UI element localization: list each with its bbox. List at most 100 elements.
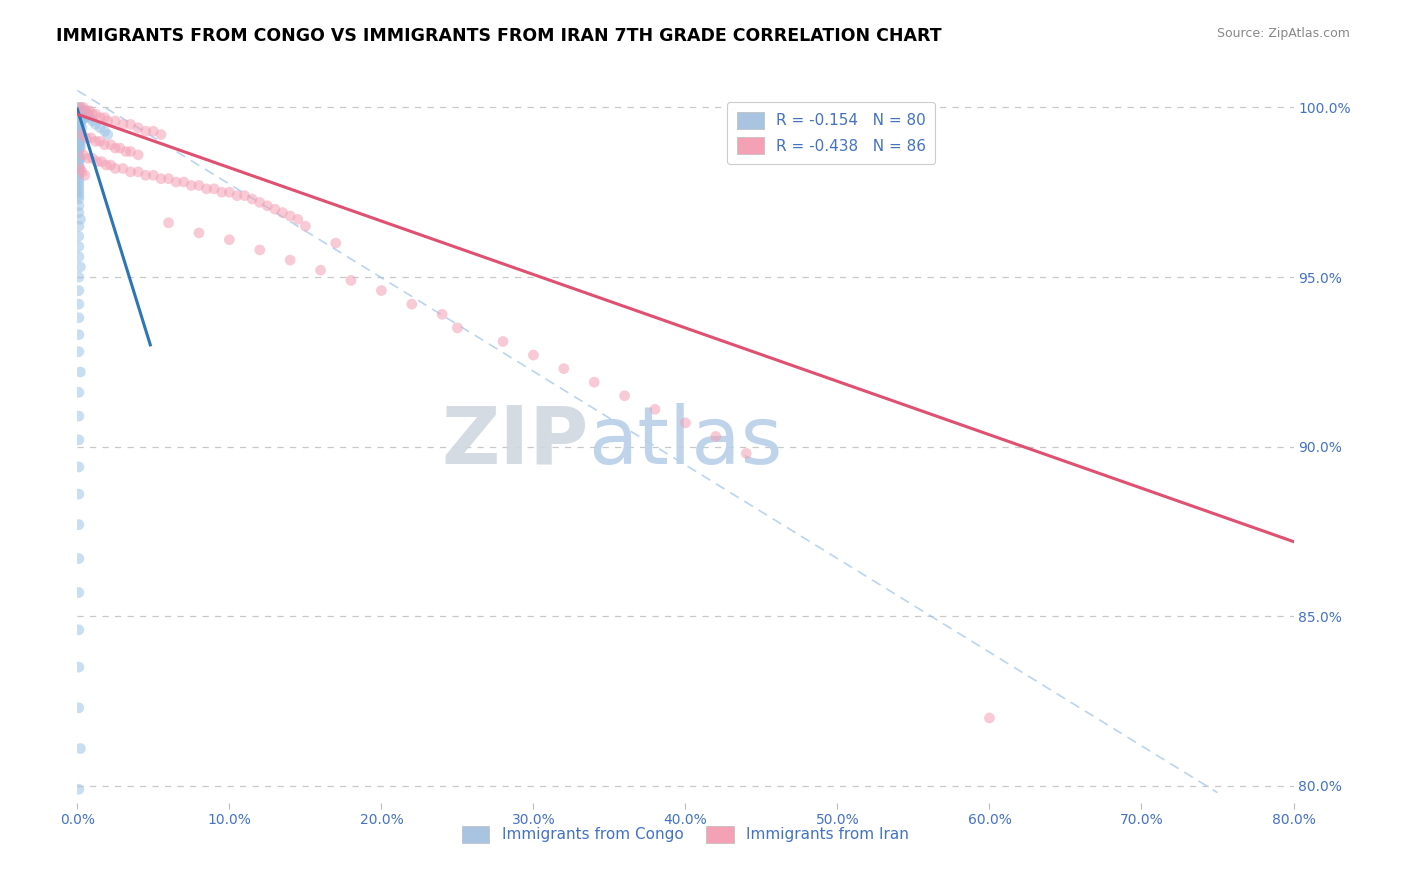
- Point: [67, 188, 90, 202]
- Point: [233, 188, 256, 202]
- Point: [69, 151, 91, 165]
- Point: [67, 327, 90, 342]
- Point: [294, 219, 316, 234]
- Point: [278, 209, 301, 223]
- Point: [69, 137, 91, 152]
- Point: [249, 195, 271, 210]
- Point: [104, 161, 127, 176]
- Point: [79, 103, 101, 118]
- Point: [278, 253, 301, 268]
- Point: [67, 131, 90, 145]
- Point: [67, 158, 90, 172]
- Point: [522, 348, 544, 362]
- Point: [446, 321, 468, 335]
- Point: [67, 344, 90, 359]
- Point: [69, 128, 91, 142]
- Point: [135, 168, 157, 182]
- Point: [75, 103, 97, 118]
- Point: [67, 385, 90, 400]
- Point: [979, 711, 1001, 725]
- Point: [67, 185, 90, 199]
- Point: [73, 111, 96, 125]
- Point: [67, 284, 90, 298]
- Point: [75, 131, 97, 145]
- Point: [120, 117, 142, 131]
- Point: [67, 551, 90, 566]
- Point: [77, 151, 100, 165]
- Point: [67, 178, 90, 193]
- Point: [704, 429, 727, 443]
- Point: [218, 233, 240, 247]
- Point: [82, 114, 104, 128]
- Point: [72, 103, 94, 118]
- Point: [67, 120, 90, 135]
- Point: [256, 199, 278, 213]
- Point: [218, 185, 240, 199]
- Point: [67, 782, 90, 797]
- Point: [104, 141, 127, 155]
- Point: [80, 131, 103, 145]
- Point: [69, 114, 91, 128]
- Point: [69, 124, 91, 138]
- Point: [100, 137, 122, 152]
- Point: [188, 226, 211, 240]
- Point: [67, 192, 90, 206]
- Point: [90, 154, 112, 169]
- Point: [67, 100, 90, 114]
- Point: [67, 205, 90, 219]
- Point: [195, 182, 218, 196]
- Point: [84, 134, 107, 148]
- Point: [120, 145, 142, 159]
- Point: [79, 111, 101, 125]
- Point: [67, 270, 90, 285]
- Point: [67, 250, 90, 264]
- Point: [67, 145, 90, 159]
- Point: [72, 100, 94, 114]
- Point: [104, 114, 127, 128]
- Point: [67, 701, 90, 715]
- Point: [135, 124, 157, 138]
- Point: [271, 205, 294, 219]
- Point: [72, 148, 94, 162]
- Point: [67, 229, 90, 244]
- Point: [70, 114, 93, 128]
- Point: [188, 178, 211, 193]
- Point: [157, 171, 180, 186]
- Point: [67, 517, 90, 532]
- Point: [226, 188, 249, 202]
- Point: [157, 216, 180, 230]
- Text: Source: ZipAtlas.com: Source: ZipAtlas.com: [1216, 27, 1350, 40]
- Point: [67, 168, 90, 182]
- Point: [67, 175, 90, 189]
- Point: [173, 175, 195, 189]
- Point: [69, 365, 91, 379]
- Point: [89, 120, 111, 135]
- Point: [67, 310, 90, 325]
- Point: [115, 145, 138, 159]
- Point: [97, 114, 120, 128]
- Point: [67, 148, 90, 162]
- Point: [67, 165, 90, 179]
- Point: [735, 446, 758, 460]
- Point: [69, 131, 91, 145]
- Point: [82, 107, 104, 121]
- Point: [325, 236, 347, 251]
- Point: [67, 117, 90, 131]
- Point: [69, 161, 91, 176]
- Point: [240, 192, 263, 206]
- Point: [340, 273, 363, 287]
- Point: [613, 389, 636, 403]
- Point: [82, 151, 104, 165]
- Point: [430, 307, 453, 321]
- Point: [70, 120, 93, 135]
- Point: [67, 297, 90, 311]
- Point: [111, 161, 134, 176]
- Point: [73, 168, 96, 182]
- Point: [583, 375, 606, 389]
- Point: [96, 158, 118, 172]
- Point: [89, 134, 111, 148]
- Point: [84, 107, 107, 121]
- Point: [165, 175, 187, 189]
- Point: [142, 124, 165, 138]
- Text: atlas: atlas: [588, 402, 783, 481]
